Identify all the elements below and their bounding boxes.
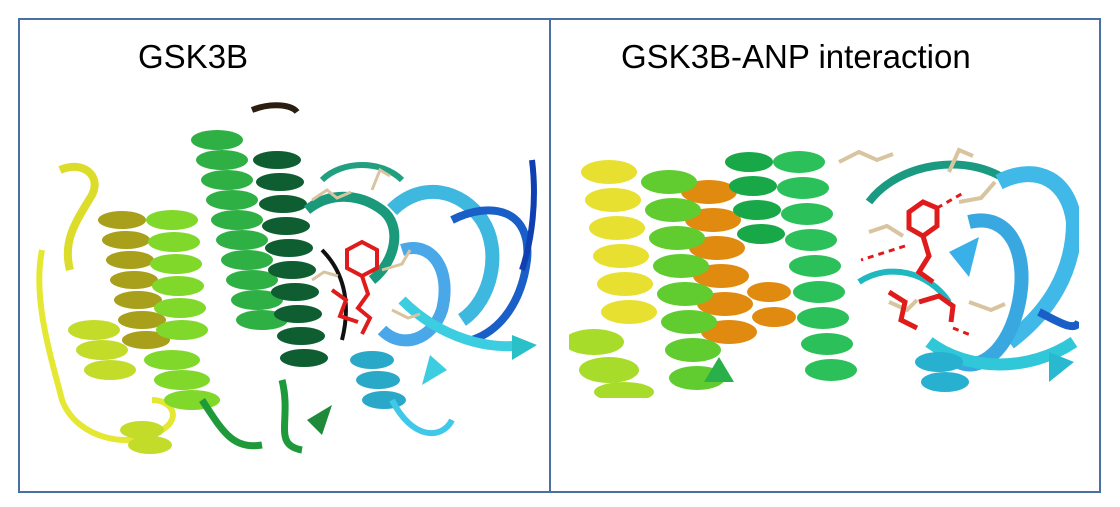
figure-frame: GSK3B [18, 18, 1101, 493]
panel-gsk3b: GSK3B [20, 20, 551, 491]
protein-ligand-interaction-image [569, 142, 1079, 398]
protein-structure-image [22, 100, 550, 470]
panel-title: GSK3B-ANP interaction [621, 38, 971, 75]
panel-title: GSK3B [138, 38, 249, 75]
panel-gsk3b-anp-interaction: GSK3B-ANP interaction [551, 20, 1099, 491]
